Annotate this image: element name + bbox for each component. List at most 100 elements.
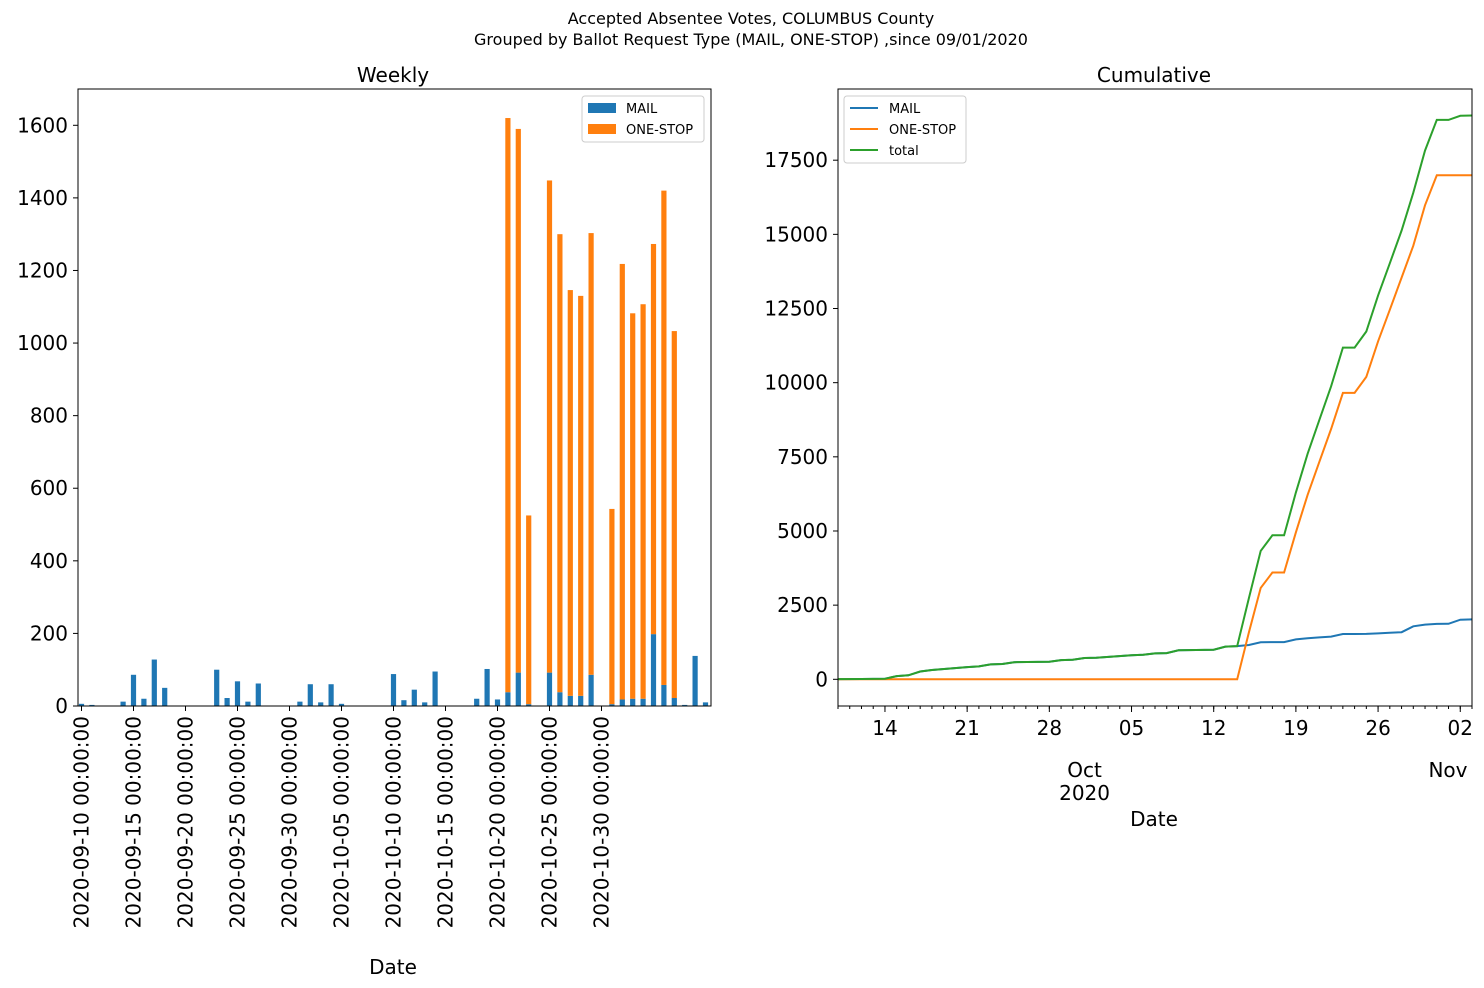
y-tick-label: 1600 (17, 113, 68, 137)
bar-onestop (546, 180, 553, 673)
x-tick-label: 2020-10-20 00:00:00 (486, 716, 510, 928)
weekly-y-axis: 0 200 400 600 800 1000 1200 1400 1600 (17, 113, 78, 718)
bar-mail (151, 659, 157, 706)
cumulative-legend-total-label: total (889, 144, 919, 159)
bar-mail (214, 669, 220, 706)
cumulative-legend: MAIL ONE-STOP total (843, 95, 967, 164)
y-tick-label: 2500 (777, 593, 828, 617)
y-tick-label: 7500 (777, 445, 828, 469)
bar-onestop (557, 234, 563, 693)
y-tick-label: 0 (55, 694, 68, 718)
weekly-legend-mail-label: MAIL (626, 102, 658, 117)
bar-onestop (526, 515, 532, 705)
bar-mail (474, 698, 480, 706)
bar-onestop (567, 290, 573, 696)
bar-mail (318, 702, 324, 706)
bar-mail (338, 703, 345, 706)
bar-onestop (578, 295, 584, 696)
bar-mail (484, 668, 490, 706)
weekly-title: Weekly (357, 63, 429, 87)
bar-mail (328, 684, 334, 706)
y-tick-label: 600 (30, 476, 68, 500)
bar-mail (557, 692, 563, 706)
weekly-legend-onestop-label: ONE-STOP (626, 123, 693, 138)
figure-title: Accepted Absentee Votes, COLUMBUS County… (0, 8, 1484, 50)
y-tick-label: 400 (30, 549, 68, 573)
x-tick-label: 19 (1283, 716, 1308, 740)
bar-mail (78, 703, 85, 706)
x-tick-label: 02 (1448, 716, 1473, 740)
cumulative-legend-mail-label: MAIL (889, 102, 921, 117)
line-total (837, 114, 1473, 681)
bar-mail (515, 672, 521, 706)
bar-onestop (671, 331, 677, 699)
bar-onestop (588, 233, 594, 675)
y-tick-label: 17500 (764, 148, 828, 172)
bar-mail (630, 698, 636, 706)
x-month-label: Nov (1428, 758, 1467, 782)
x-tick-label: 2020-09-25 00:00:00 (226, 716, 250, 928)
weekly-legend-onestop-swatch (588, 124, 616, 134)
bar-mail (546, 672, 553, 706)
x-tick-label: 12 (1201, 716, 1226, 740)
bar-onestop (640, 304, 646, 699)
cumulative-title: Cumulative (1097, 63, 1211, 87)
bar-mail (120, 701, 126, 706)
cumulative-x-axis-label: Date (1130, 807, 1178, 831)
x-tick-label: 28 (1037, 716, 1062, 740)
bar-mail (130, 674, 137, 706)
bar-mail (671, 698, 677, 706)
bar-mail (411, 689, 417, 706)
bar-mail (234, 681, 241, 706)
y-tick-label: 12500 (764, 297, 828, 321)
cumulative-lines (837, 114, 1473, 681)
bar-mail (609, 704, 615, 706)
bar-mail (650, 634, 657, 706)
bar-mail (422, 702, 428, 706)
y-tick-label: 0 (815, 667, 828, 691)
x-tick-label: 2020-10-15 00:00:00 (434, 716, 458, 928)
weekly-x-axis: 2020-09-10 00:00:00 2020-09-15 00:00:00 20… (70, 706, 614, 928)
weekly-x-axis-label: Date (369, 955, 417, 979)
bar-mail (661, 684, 667, 706)
bar-mail (505, 692, 511, 706)
bar-onestop (619, 263, 625, 700)
bar-mail (141, 698, 147, 706)
bar-mail (162, 687, 168, 706)
x-tick-label: 2020-10-25 00:00:00 (538, 716, 562, 928)
bar-mail (432, 671, 438, 706)
cumulative-legend-box (843, 95, 967, 164)
weekly-chart: Weekly 0 200 400 600 800 1000 1200 1400 1600 202… (17, 63, 712, 979)
y-tick-label: 5000 (777, 519, 828, 543)
line-onestop (838, 174, 1472, 681)
figure-title-line2: Grouped by Ballot Request Type (MAIL, ON… (474, 30, 1028, 49)
weekly-legend: MAIL ONE-STOP (581, 95, 705, 143)
x-month-label: Oct (1067, 758, 1102, 782)
bar-mail (619, 699, 625, 706)
x-tick-label: 14 (872, 716, 897, 740)
x-tick-label: 26 (1365, 716, 1390, 740)
x-tick-label: 2020-10-05 00:00:00 (330, 716, 354, 928)
cumulative-y-axis: 0 2500 5000 7500 10000 12500 15000 17500 (764, 148, 838, 691)
bar-mail (224, 698, 230, 706)
bar-mail (89, 704, 95, 706)
cumulative-chart: Cumulative 0 2500 5000 7500 10000 12500 15000 1… (764, 63, 1473, 831)
bar-mail (640, 698, 646, 706)
bar-mail (692, 655, 698, 706)
x-tick-label: 2020-09-30 00:00:00 (278, 716, 302, 928)
x-tick-label: 21 (954, 716, 979, 740)
weekly-legend-mail-swatch (588, 103, 616, 113)
weekly-plot-frame (77, 88, 712, 707)
bar-onestop (505, 118, 511, 693)
bar-mail (526, 704, 532, 706)
cumulative-plot-frame (837, 88, 1473, 707)
x-tick-label: 2020-10-10 00:00:00 (382, 716, 406, 928)
bar-mail (390, 674, 397, 706)
bar-mail (297, 701, 303, 706)
bar-mail (494, 699, 501, 706)
figure-title-line1: Accepted Absentee Votes, COLUMBUS County (567, 9, 935, 28)
x-tick-label: 2020-09-15 00:00:00 (122, 716, 146, 928)
x-tick-label: 2020-09-20 00:00:00 (174, 716, 198, 928)
